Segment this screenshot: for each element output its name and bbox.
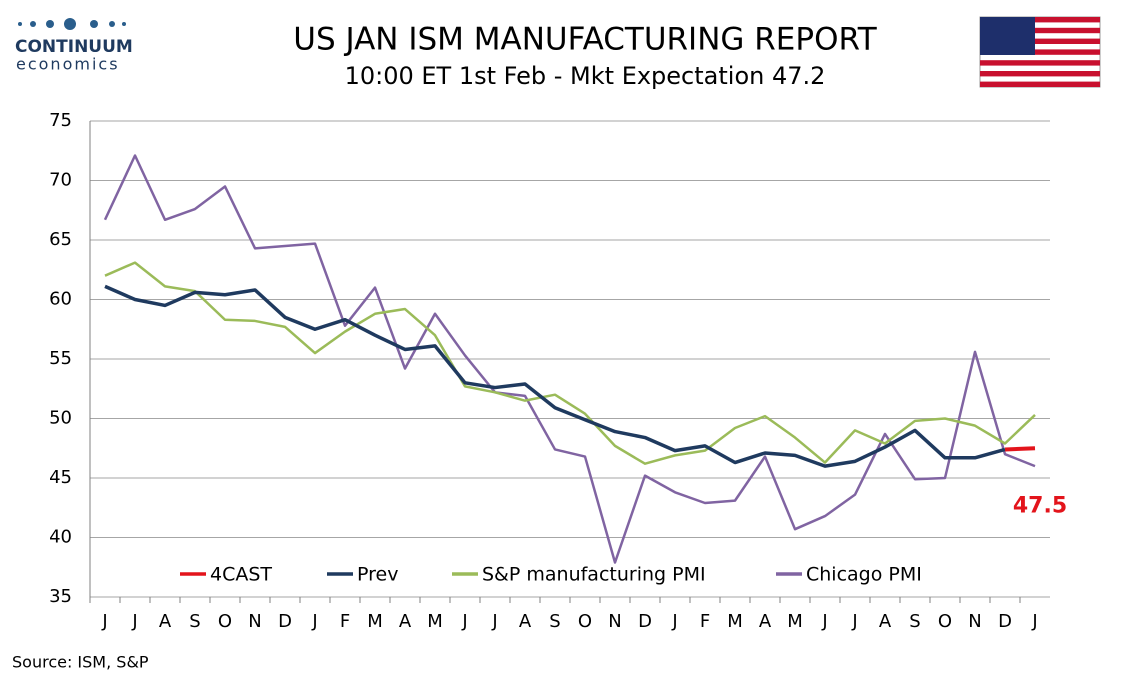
x-tick-label: D	[278, 611, 292, 632]
x-tick-label: N	[248, 611, 261, 632]
series-line	[104, 284, 1006, 468]
x-tick-label: J	[461, 611, 467, 632]
x-tick-label: A	[399, 611, 412, 632]
x-tick-label: D	[638, 611, 652, 632]
x-tick-label: O	[938, 611, 952, 632]
x-tick-label: S	[189, 611, 200, 632]
x-tick-label: N	[608, 611, 621, 632]
y-tick-label: 55	[49, 348, 72, 369]
flag	[979, 16, 1101, 88]
legend-label: S&P manufacturing PMI	[482, 564, 706, 586]
y-tick-label: 45	[49, 467, 72, 488]
x-tick-label: A	[759, 611, 772, 632]
x-tick-label: A	[159, 611, 172, 632]
series-line	[104, 261, 1036, 465]
x-tick-label: J	[1031, 611, 1037, 632]
x-tick-label: J	[311, 611, 317, 632]
series-line	[1004, 446, 1036, 452]
x-tick-label: S	[909, 611, 920, 632]
x-tick-label: J	[131, 611, 137, 632]
y-tick-label: 50	[49, 408, 72, 429]
logo: CONTINUUM economics	[15, 18, 133, 74]
x-tick-label: J	[821, 611, 827, 632]
x-tick-label: J	[491, 611, 497, 632]
brand-tagline: economics	[16, 55, 120, 74]
x-tick-label: O	[578, 611, 592, 632]
x-tick-label: A	[879, 611, 892, 632]
y-tick-label: 65	[49, 229, 72, 250]
x-tick-label: M	[367, 611, 383, 632]
x-tick-label: D	[998, 611, 1012, 632]
x-tick-label: M	[787, 611, 803, 632]
source: Source: ISM, S&P	[12, 653, 149, 672]
legend-label: 4CAST	[210, 564, 272, 586]
x-tick-label: N	[968, 611, 981, 632]
data-label: 47.5	[1013, 493, 1067, 518]
y-tick-label: 60	[49, 289, 72, 310]
x-tick-label: J	[101, 611, 107, 632]
x-tick-label: O	[218, 611, 232, 632]
y-tick-label: 75	[49, 110, 72, 131]
x-tick-label: F	[340, 611, 350, 632]
x-tick-label: M	[727, 611, 743, 632]
legend-label: Prev	[357, 564, 398, 586]
x-tick-label: M	[427, 611, 443, 632]
x-tick-label: A	[519, 611, 532, 632]
brand-name: CONTINUUM	[15, 37, 133, 57]
y-tick-label: 40	[49, 527, 72, 548]
legend-label: Chicago PMI	[806, 564, 922, 586]
chart-subtitle: 10:00 ET 1st Feb - Mkt Expectation 47.2	[345, 62, 826, 90]
x-tick-label: J	[671, 611, 677, 632]
x-tick-label: J	[851, 611, 857, 632]
series-line	[103, 154, 1036, 564]
x-tick-label: F	[700, 611, 710, 632]
y-tick-label: 35	[49, 586, 72, 607]
chart-title: US JAN ISM MANUFACTURING REPORT	[293, 22, 877, 58]
x-tick-label: S	[549, 611, 560, 632]
y-tick-label: 70	[49, 170, 72, 191]
